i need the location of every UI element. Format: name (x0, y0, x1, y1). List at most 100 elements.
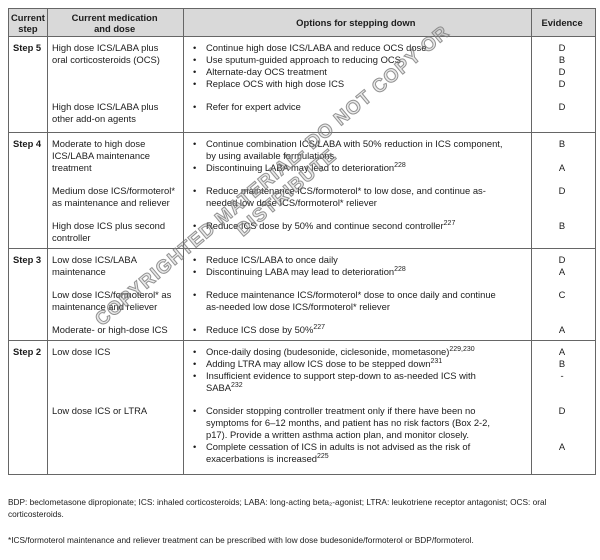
bullet-icon: • (193, 66, 197, 77)
option-main: • Reduce ICS dose by 50%227 (183, 324, 529, 336)
option-row: • Continue combination ICS/LABA with 50% … (183, 138, 595, 162)
bullet-icon: • (193, 405, 197, 416)
column-divider (531, 341, 532, 474)
option-text: Reduce maintenance ICS/formoterol* to lo… (206, 185, 486, 208)
option-text: Use sputum-guided approach to reducing O… (206, 54, 401, 65)
option-main: • Insufficient evidence to support step-d… (183, 370, 529, 394)
bullet-icon: • (193, 220, 197, 231)
option-main: • Reduce maintenance ICS/formoterol* to l… (183, 185, 529, 209)
option-text: Reduce ICS dose by 50%227 (206, 324, 326, 335)
footnote-abbreviations: BDP: beclometasone dipropionate; ICS: in… (8, 496, 547, 520)
row-body: Low dose ICS/LABA maintenance • Reduce ICS… (47, 249, 595, 340)
medication-group: Low dose ICS/LABA maintenance • Reduce ICS… (47, 254, 595, 278)
reference-superscript: 228 (394, 162, 406, 169)
bullet-icon: • (193, 289, 197, 300)
evidence-value: B (558, 54, 566, 65)
evidence-value: B (558, 358, 566, 369)
option-text: Once-daily dosing (budesonide, ciclesoni… (206, 346, 475, 357)
option-row: • Use sputum-guided approach to reducing … (183, 54, 595, 66)
option-row: • Reduce ICS/LABA to once daily D (183, 254, 595, 266)
reference-superscript: 227 (443, 220, 456, 227)
reference-superscript: 231 (430, 358, 443, 365)
options-cell: • Reduce ICS dose by 50% and continue sec… (183, 220, 595, 244)
option-row: • Replace OCS with high dose ICS D (183, 78, 595, 90)
options-cell: • Refer for expert advice D (183, 101, 595, 125)
bullet-icon: • (193, 254, 197, 265)
medication-group: Moderate- or high-dose ICS • Reduce ICS do… (47, 324, 595, 336)
medication-group: Low dose ICS • Once-daily dosing (budesoni… (47, 346, 595, 394)
evidence-value: D (558, 254, 566, 265)
step-label: Step 2 (13, 346, 42, 357)
options-cell: • Reduce maintenance ICS/formoterol* dose… (183, 289, 595, 313)
option-text: Discontinuing LABA may lead to deteriora… (206, 266, 406, 277)
option-main: • Refer for expert advice (183, 101, 529, 113)
table-header: Current step Current medication and dose… (9, 9, 595, 37)
evidence-value: A (558, 266, 566, 277)
option-text: Discontinuing LABA may lead to deteriora… (206, 162, 406, 173)
medication-group: High dose ICS plus second controller • Red… (47, 220, 595, 244)
header-current-medication: Current medication and dose (71, 11, 158, 34)
option-text: Alternate-day OCS treatment (206, 66, 327, 77)
option-text: Continue high dose ICS/LABA and reduce O… (206, 42, 427, 53)
option-main: • Consider stopping controller treatment … (183, 405, 529, 441)
medication-cell: Low dose ICS/formoterol* as maintenance … (52, 289, 172, 312)
evidence-value: B (558, 220, 566, 231)
reference-superscript: 227 (313, 324, 326, 331)
evidence-value: - (560, 370, 564, 381)
evidence-value: A (558, 346, 566, 357)
reference-superscript: 225 (317, 453, 329, 460)
option-main: • Continue high dose ICS/LABA and reduce … (183, 42, 529, 54)
option-row: • Insufficient evidence to support step-d… (183, 370, 595, 394)
column-divider (183, 249, 184, 340)
option-text: Replace OCS with high dose ICS (206, 78, 345, 89)
option-main: • Complete cessation of ICS in adults is … (183, 441, 529, 465)
option-row: • Refer for expert advice D (183, 101, 595, 113)
column-divider (183, 9, 184, 36)
options-cell: • Continue high dose ICS/LABA and reduce … (183, 42, 595, 90)
evidence-value: D (558, 42, 566, 53)
bullet-icon: • (193, 162, 197, 173)
row-body: Moderate to high dose ICS/LABA maintenan… (47, 133, 595, 248)
option-text: Consider stopping controller treatment o… (206, 405, 490, 440)
option-row: • Reduce maintenance ICS/formoterol* dose… (183, 289, 595, 313)
option-row: • Alternate-day OCS treatment D (183, 66, 595, 78)
option-main: • Reduce ICS dose by 50% and continue sec… (183, 220, 529, 232)
option-main: • Continue combination ICS/LABA with 50% … (183, 138, 529, 162)
option-main: • Reduce maintenance ICS/formoterol* dose… (183, 289, 529, 313)
medication-group: Moderate to high dose ICS/LABA maintenan… (47, 138, 595, 174)
column-divider (531, 133, 532, 248)
option-row: • Once-daily dosing (budesonide, cicleson… (183, 346, 595, 358)
column-divider (47, 37, 48, 132)
option-main: • Discontinuing LABA may lead to deterior… (183, 162, 529, 174)
evidence-value: A (558, 441, 566, 452)
option-text: Insufficient evidence to support step-do… (206, 370, 476, 393)
medication-cell: Low dose ICS or LTRA (52, 405, 148, 416)
option-row: • Complete cessation of ICS in adults is … (183, 441, 595, 465)
options-cell: • Continue combination ICS/LABA with 50% … (183, 138, 595, 174)
bullet-icon: • (193, 370, 197, 381)
option-main: • Use sputum-guided approach to reducing … (183, 54, 529, 66)
bullet-icon: • (193, 42, 197, 53)
option-text: Refer for expert advice (206, 101, 301, 112)
option-main: • Replace OCS with high dose ICS (183, 78, 529, 90)
option-row: • Consider stopping controller treatment … (183, 405, 595, 441)
option-row: • Discontinuing LABA may lead to deterior… (183, 162, 595, 174)
option-main: • Reduce ICS/LABA to once daily (183, 254, 529, 266)
column-divider (531, 9, 532, 36)
bullet-icon: • (193, 346, 197, 357)
options-cell: • Reduce maintenance ICS/formoterol* to l… (183, 185, 595, 209)
bullet-icon: • (193, 266, 197, 277)
column-divider (183, 37, 184, 132)
reference-superscript: 228 (394, 266, 406, 273)
option-text: Reduce ICS/LABA to once daily (206, 254, 338, 265)
evidence-value: C (558, 289, 566, 300)
column-divider (47, 133, 48, 248)
bullet-icon: • (193, 101, 197, 112)
column-divider (531, 249, 532, 340)
medication-cell: Moderate- or high-dose ICS (52, 324, 168, 335)
option-text: Reduce ICS dose by 50% and continue seco… (206, 220, 456, 231)
options-cell: • Reduce ICS/LABA to once daily D • Disconti… (183, 254, 595, 278)
column-divider (183, 133, 184, 248)
option-row: • Adding LTRA may allow ICS dose to be st… (183, 358, 595, 370)
evidence-value: D (558, 78, 566, 89)
